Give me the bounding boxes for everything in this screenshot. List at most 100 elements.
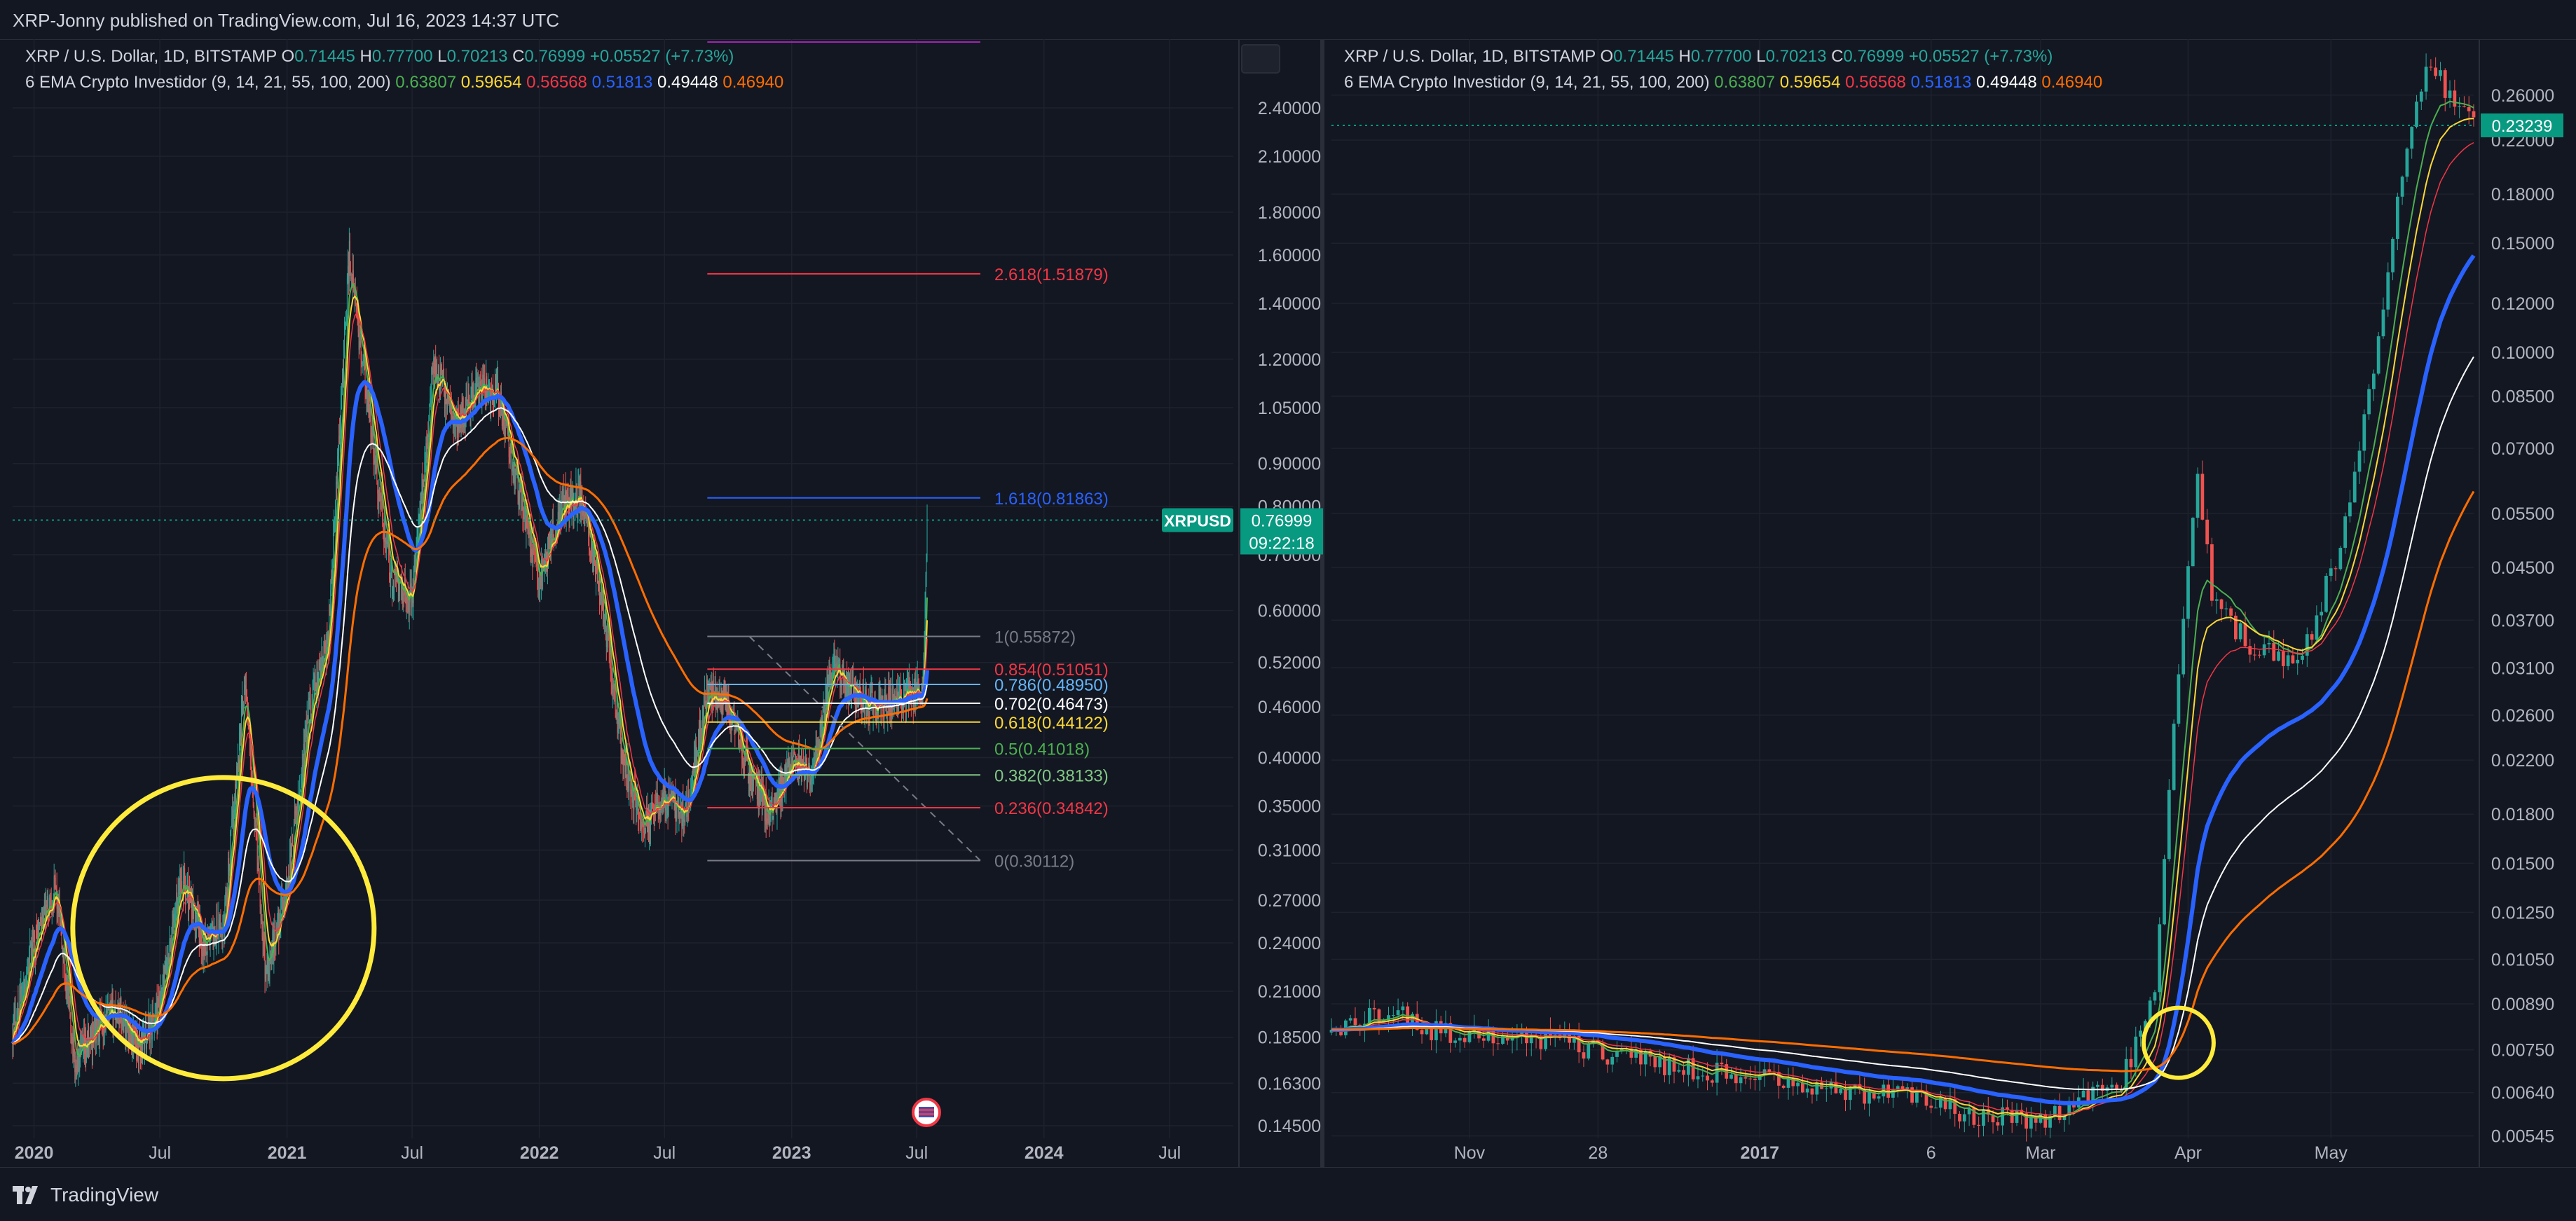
candle-body [303,744,304,767]
candle-body [2025,1113,2028,1129]
candle-body [337,456,338,484]
candle-body [625,754,626,772]
candle-body [418,519,419,530]
x-tick-label: 2020 [15,1143,54,1163]
y-tick-label: 1.80000 [1258,203,1321,223]
candle-body [613,683,615,689]
candle-body [884,694,886,696]
candle-body [1372,1007,1376,1009]
candle-body [371,427,373,439]
candle-body [215,939,217,942]
legend-ema-value: 0.49448 [1976,73,2041,92]
candle-body [153,1021,154,1023]
candle-body [327,631,329,644]
candle-body [1572,1035,1576,1043]
left-chart-panel: 2.40000 2.10000 1.80000 1.60000 1.40000 1.200… [11,39,1323,1180]
candle-body [439,388,441,390]
candle-body [17,1002,18,1011]
candle-body [484,378,486,388]
candle-body [273,926,275,958]
candle-body [444,382,446,410]
candle-body [1425,1028,1429,1035]
y-tick-label: 0.15000 [2491,234,2554,254]
candle-body [317,674,318,687]
candle-body [713,680,714,698]
candle-body [2062,1115,2067,1120]
candle-body [446,403,447,414]
candle-body [789,760,790,773]
y-tick-label: 0.35000 [1258,797,1321,817]
candle-body [638,813,640,818]
candle-body [2334,568,2338,570]
candle-body [292,846,294,848]
candle-body [662,792,663,801]
candle-body [34,935,36,958]
candle-body [2410,127,2414,149]
candle-body [468,393,470,402]
candle-body [617,705,618,733]
candle-body [296,806,297,815]
candle-body [1686,1058,1690,1075]
candle-body [367,395,369,403]
candle-body [903,688,905,690]
candle-body [310,699,311,724]
candle-body [917,678,919,684]
ema-55-line [1331,254,2476,1105]
candle-body [791,750,793,773]
candle-body [601,589,602,602]
candle-body [671,789,672,794]
candle-body [2043,1114,2048,1128]
candle-body [147,1017,149,1040]
candle-body [492,385,493,392]
candle-body [652,808,654,811]
candle-body [435,356,437,382]
candle-body [73,1033,74,1057]
candle-body [404,578,405,595]
candle-body [1972,1108,1976,1125]
y-tick-label: 0.21000 [1258,982,1321,1002]
candle-body [924,601,926,643]
candle-body [1991,1115,1995,1123]
candle-body [2286,655,2290,666]
candle-body [2367,389,2371,415]
candle-body [626,787,628,789]
tradingview-logo[interactable]: TradingView [13,1183,158,1207]
legend-ema: 6 EMA Crypto Investidor (9, 14, 21, 55, … [25,73,783,92]
candle-body [818,740,819,754]
candle-body [243,690,245,705]
candle-body [191,890,192,912]
candle-body [407,600,409,603]
legend-ema-value: 0.56568 [1845,73,1910,92]
candle-body [179,869,181,895]
candle-body [1729,1074,1733,1079]
candle-body [899,684,900,691]
candle-body [1986,1109,1990,1115]
candle-body [2272,642,2276,661]
candle-body [304,728,306,755]
candle-body [1430,1028,1434,1040]
candle-body [129,1023,130,1042]
candle-body [290,853,292,871]
candle-body [799,749,800,768]
candle-body [2205,519,2210,544]
candle-body [2001,1107,2005,1126]
candle-body [573,503,575,512]
candle-body [879,697,881,698]
candle-body [348,240,350,284]
candle-body [495,385,497,396]
candle-body [420,492,422,516]
candle-body [1672,1057,1676,1072]
candle-body [858,694,859,706]
candle-body [922,683,923,693]
candle-body [751,773,753,795]
candle-body [58,904,60,913]
candle-body [411,595,413,608]
x-tick-label: 2024 [1025,1143,1064,1163]
candle-body [522,490,523,514]
candle-body [286,884,287,895]
y-tick-label: 0.52000 [1258,654,1321,673]
fib-level-label: 0.618(0.44122) [994,714,1109,733]
candle-body [176,892,177,911]
candle-body [369,420,371,422]
